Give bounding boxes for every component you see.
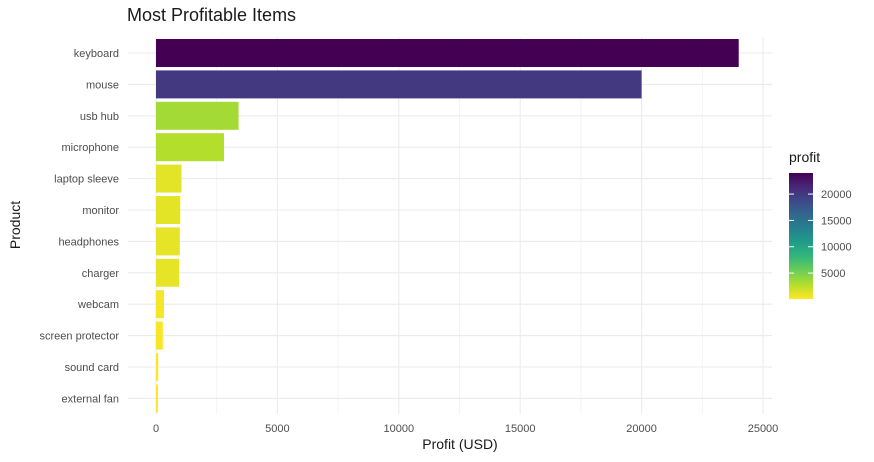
y-tick-label: screen protector: [40, 331, 120, 343]
bar: [156, 70, 642, 99]
y-tick-label: external fan: [62, 393, 119, 405]
y-tick-label: mouse: [86, 79, 119, 91]
x-axis-label: Profit (USD): [422, 436, 498, 452]
y-tick-label: keyboard: [74, 48, 119, 60]
y-tick-label: headphones: [58, 236, 119, 248]
legend-tick-label: 20000: [821, 189, 852, 201]
x-tick-label: 15000: [505, 423, 536, 435]
y-tick-label: webcam: [77, 299, 119, 311]
legend-tick-label: 5000: [821, 268, 845, 280]
bar: [156, 101, 239, 130]
legend-tick-label: 15000: [821, 215, 852, 227]
bar: [156, 384, 158, 413]
y-tick-label: usb hub: [80, 111, 119, 123]
x-tick-label: 20000: [626, 423, 657, 435]
bar: [156, 39, 739, 67]
y-tick-label: charger: [82, 268, 120, 280]
bar: [156, 133, 224, 162]
bar: [156, 290, 165, 319]
bar: [156, 258, 180, 287]
legend-tick-label: 10000: [821, 242, 852, 254]
y-tick-label: monitor: [82, 205, 119, 217]
y-tick-label: sound card: [65, 362, 119, 374]
y-tick-label: microphone: [62, 142, 119, 154]
x-tick-label: 25000: [748, 423, 779, 435]
x-tick-label: 5000: [265, 423, 289, 435]
chart-title: Most Profitable Items: [127, 5, 297, 25]
bar: [156, 164, 182, 193]
legend-colorbar: [789, 173, 813, 299]
bar: [156, 353, 159, 381]
bar: [156, 196, 181, 224]
legend-title: profit: [789, 149, 821, 165]
x-tick-label: 0: [153, 423, 159, 435]
bar: [156, 227, 180, 256]
y-tick-label: laptop sleeve: [54, 174, 119, 186]
bar: [156, 321, 163, 350]
x-tick-label: 10000: [384, 423, 415, 435]
